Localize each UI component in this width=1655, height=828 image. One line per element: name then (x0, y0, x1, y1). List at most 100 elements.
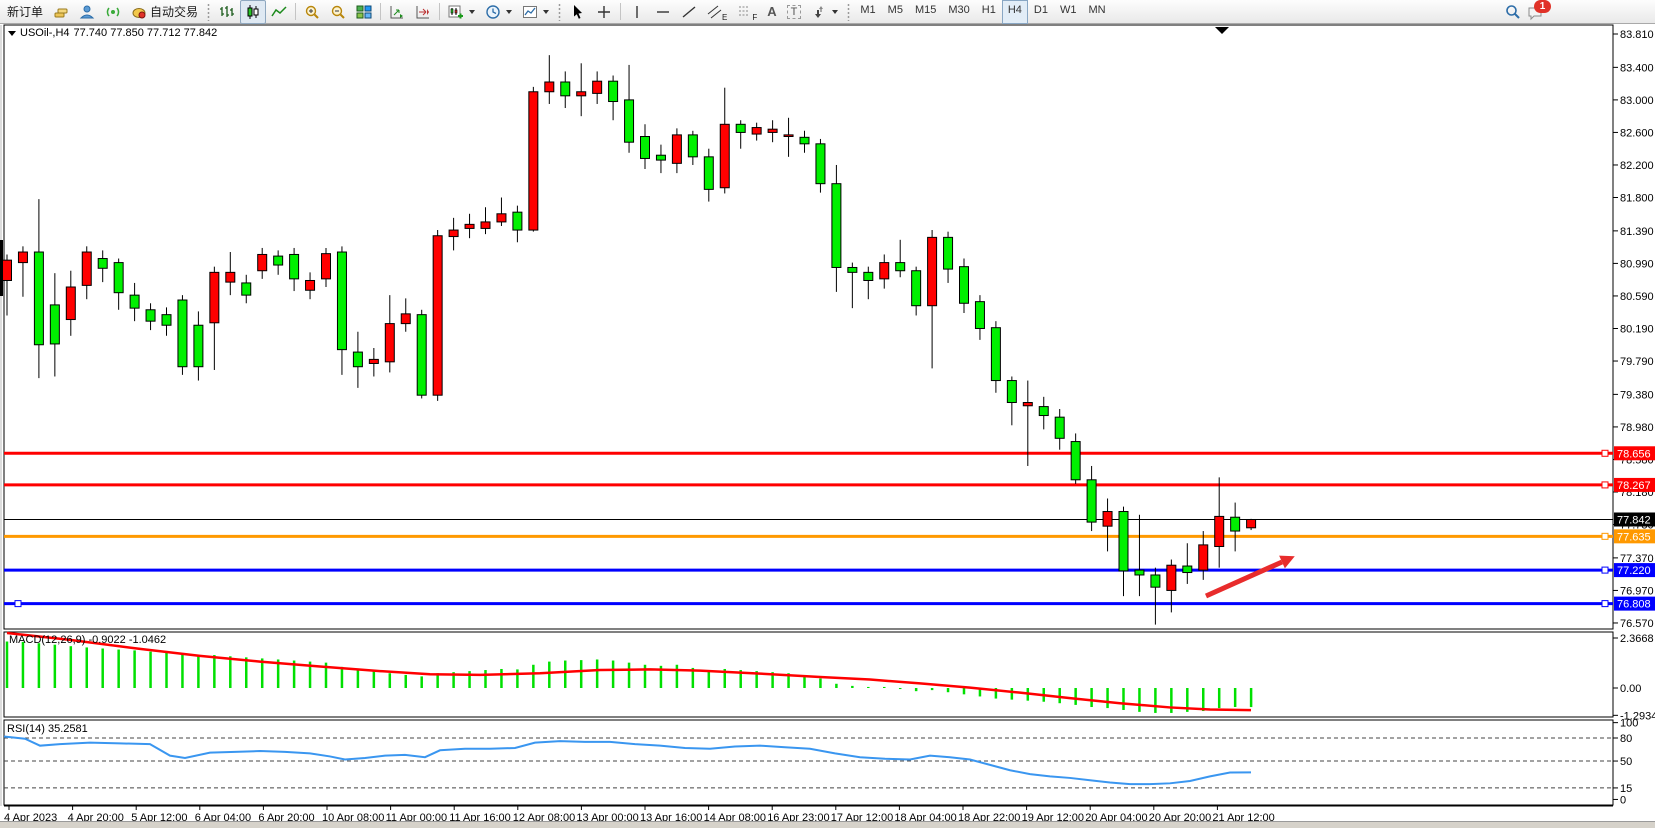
candle-body (113, 262, 124, 294)
bar-chart-button[interactable] (214, 0, 240, 24)
zoom-out-button[interactable] (325, 0, 351, 24)
crosshair-icon (598, 5, 611, 18)
notification-badge: 1 (1534, 0, 1551, 13)
chart-shift-button[interactable] (410, 0, 436, 24)
toolbar-grip (207, 2, 211, 21)
fibonacci-tool[interactable]: F (732, 0, 762, 24)
horizontal-line-tool[interactable] (650, 0, 676, 24)
tf-m30-button[interactable]: M30 (948, 3, 970, 16)
price-tick-label: 80.190 (1620, 323, 1654, 335)
zoom-in-button[interactable] (299, 0, 325, 24)
candle-body (129, 294, 140, 309)
macd-tick-label: 2.3668 (1620, 633, 1654, 645)
candle-body (544, 81, 555, 93)
candle-body (576, 91, 587, 97)
pane-border (3, 24, 1614, 630)
candle-body (895, 262, 906, 272)
price-badge-label: 77.220 (1617, 565, 1651, 577)
price-badge (1614, 529, 1655, 544)
macd-tick-label: 0.00 (1620, 683, 1641, 695)
candle-body (17, 251, 28, 264)
chart-forward-button[interactable] (384, 0, 410, 24)
symbol-ohlc: 77.740 77.850 77.712 77.842 (73, 27, 218, 39)
tf-mn-button[interactable]: MN (1088, 3, 1106, 16)
chart-shift-marker (1215, 27, 1229, 34)
price-badge (1614, 477, 1655, 492)
candle-body (448, 229, 459, 238)
candle-body (336, 251, 347, 351)
line-handle (1601, 566, 1609, 574)
chevron-down-icon (469, 9, 476, 14)
equidistant-channel-tool[interactable]: E (702, 0, 732, 24)
line-handle (1601, 449, 1609, 457)
tile-windows-button[interactable] (351, 0, 377, 24)
search-button[interactable] (1505, 4, 1521, 20)
macd-indicator-label: MACD(12,26,9) -0.9022 -1.0462 (9, 634, 167, 646)
candle-body (321, 253, 331, 280)
candle-body (512, 211, 523, 231)
candle-body (209, 271, 220, 324)
candlestick-chart-button[interactable] (240, 0, 267, 24)
rsi-tick-label: 15 (1620, 783, 1632, 795)
new-chart-dropdown[interactable] (443, 0, 480, 24)
candle-body (1182, 565, 1193, 574)
symbol-title[interactable]: USOil-,H4 77.740 77.850 77.712 77.842 (8, 27, 217, 39)
price-tick-label: 83.400 (1620, 62, 1654, 74)
candle-body (145, 309, 156, 322)
tf-d1-button[interactable]: D1 (1033, 3, 1048, 16)
candle-body (608, 80, 619, 103)
signal-button[interactable] (100, 0, 126, 24)
price-badge-label: 78.656 (1617, 448, 1651, 460)
new-order-button[interactable]: 新订单 (2, 0, 48, 24)
candle-body (1102, 511, 1113, 527)
price-tick-label: 77.370 (1620, 553, 1654, 565)
tf-m15-button[interactable]: M15 (914, 3, 937, 16)
toolbar-separator (439, 3, 441, 20)
new-chart-icon (448, 5, 464, 18)
line-handle (1601, 481, 1609, 489)
text-a-label: A (767, 4, 777, 19)
notifications-button[interactable]: 1 (1527, 0, 1551, 22)
fibonacci-icon (739, 6, 750, 15)
tf-h1-button[interactable]: H1 (981, 3, 996, 16)
arrows-dropdown[interactable] (806, 0, 843, 24)
template-dropdown[interactable] (517, 0, 554, 24)
auto-trading-icon (132, 7, 146, 18)
text-tool[interactable]: A (762, 0, 781, 24)
candle-body (2, 259, 12, 281)
period-dropdown[interactable] (480, 0, 517, 24)
candle-body (783, 134, 794, 138)
text-label-tool[interactable]: T (782, 0, 807, 24)
tf-m1-button[interactable]: M1 (860, 3, 876, 16)
candle-body (400, 313, 411, 325)
signal-icon (106, 7, 120, 16)
vertical-line-tool[interactable] (624, 0, 650, 24)
candle-body (863, 271, 874, 281)
gold-bars-icon[interactable] (48, 0, 74, 24)
candle-body (1150, 574, 1161, 588)
price-badge (1614, 563, 1655, 578)
candle-body (464, 223, 475, 229)
candle-body (480, 221, 491, 229)
symbol-dropdown-icon (8, 30, 16, 36)
tf-h4-button[interactable]: H4 (1001, 0, 1028, 24)
auto-trading-button[interactable]: 自动交易 (126, 0, 203, 24)
cursor-tool-button[interactable] (565, 0, 591, 24)
profile-button[interactable] (74, 0, 100, 24)
trend-arrow (1204, 559, 1284, 599)
line-handle (14, 600, 22, 608)
gold-bars-icon-svg (54, 8, 68, 17)
crosshair-tool-button[interactable] (591, 0, 617, 24)
tf-w1-button[interactable]: W1 (1059, 3, 1077, 16)
candle-body (990, 327, 1001, 382)
price-tick-label: 81.800 (1620, 193, 1654, 205)
price-tick-label: 83.810 (1620, 29, 1654, 41)
candle-body (1086, 479, 1097, 523)
candle-body (943, 236, 954, 270)
line-chart-button[interactable] (266, 0, 292, 24)
price-tick-label: 76.970 (1620, 585, 1654, 597)
tf-m5-button[interactable]: M5 (887, 3, 903, 16)
trendline-tool[interactable] (676, 0, 702, 24)
candle-body (1006, 380, 1017, 404)
